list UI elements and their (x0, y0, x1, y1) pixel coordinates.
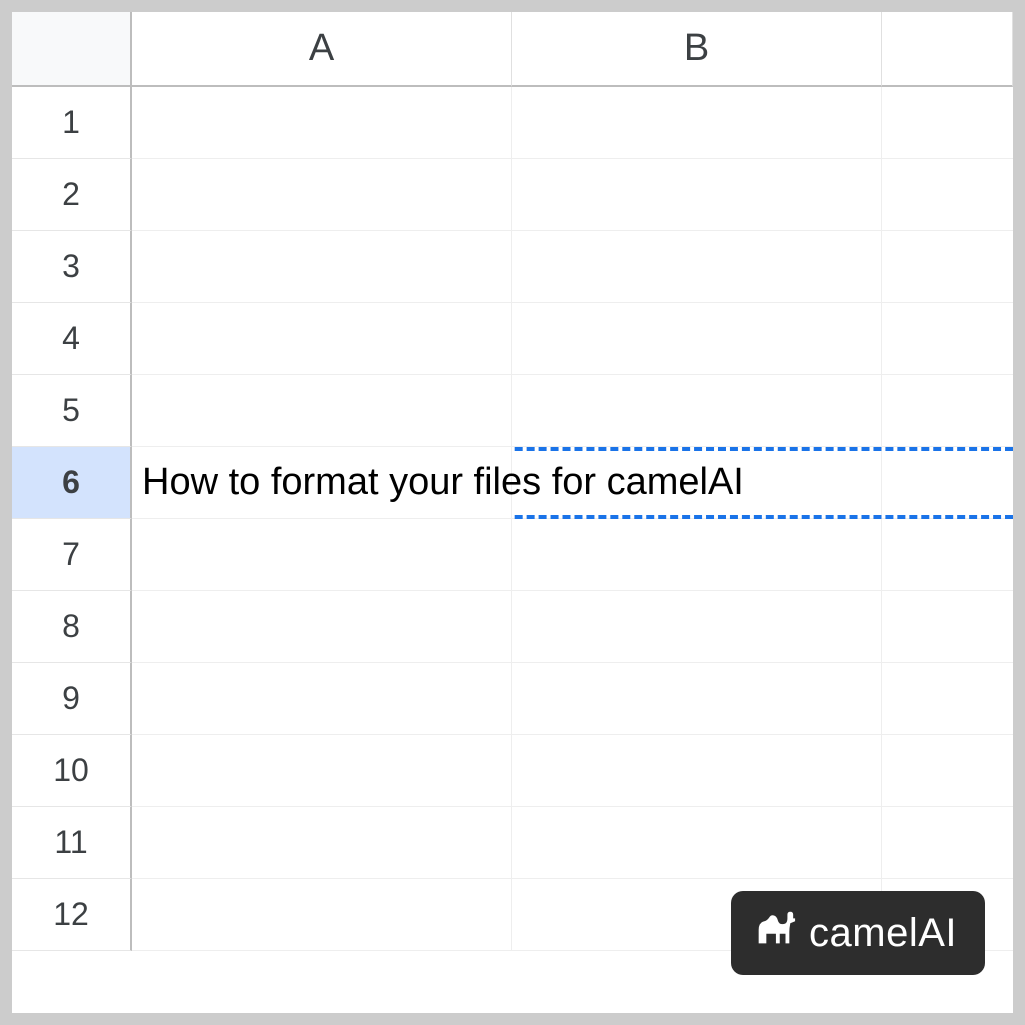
cell-B3[interactable] (512, 231, 882, 303)
row-11: 11 (12, 807, 1013, 879)
cell-C1[interactable] (882, 87, 1013, 159)
cell-A2[interactable] (132, 159, 512, 231)
cell-C7[interactable] (882, 519, 1013, 591)
row-8: 8 (12, 591, 1013, 663)
cell-A9[interactable] (132, 663, 512, 735)
spreadsheet: A B 123456How to format your files for c… (12, 12, 1013, 1013)
row-header-10[interactable]: 10 (12, 735, 132, 807)
cell-C9[interactable] (882, 663, 1013, 735)
cell-C6[interactable] (882, 447, 1013, 519)
cell-A3[interactable] (132, 231, 512, 303)
cell-A7[interactable] (132, 519, 512, 591)
cell-B1[interactable] (512, 87, 882, 159)
cell-A5[interactable] (132, 375, 512, 447)
row-1: 1 (12, 87, 1013, 159)
cell-B10[interactable] (512, 735, 882, 807)
badge-text: camelAI (809, 911, 957, 956)
row-header-8[interactable]: 8 (12, 591, 132, 663)
row-6: 6How to format your files for camelAI (12, 447, 1013, 519)
grid-body: 123456How to format your files for camel… (12, 87, 1013, 951)
row-header-5[interactable]: 5 (12, 375, 132, 447)
cell-C2[interactable] (882, 159, 1013, 231)
cell-A8[interactable] (132, 591, 512, 663)
row-3: 3 (12, 231, 1013, 303)
cell-C8[interactable] (882, 591, 1013, 663)
cell-B5[interactable] (512, 375, 882, 447)
camel-icon (751, 905, 797, 961)
row-10: 10 (12, 735, 1013, 807)
cell-A11[interactable] (132, 807, 512, 879)
cell-B2[interactable] (512, 159, 882, 231)
row-header-2[interactable]: 2 (12, 159, 132, 231)
cell-C3[interactable] (882, 231, 1013, 303)
row-header-1[interactable]: 1 (12, 87, 132, 159)
row-5: 5 (12, 375, 1013, 447)
cell-A6[interactable]: How to format your files for camelAI (132, 447, 512, 519)
row-header-9[interactable]: 9 (12, 663, 132, 735)
cell-A1[interactable] (132, 87, 512, 159)
cell-B4[interactable] (512, 303, 882, 375)
row-header-4[interactable]: 4 (12, 303, 132, 375)
row-header-11[interactable]: 11 (12, 807, 132, 879)
column-header-partial[interactable] (882, 12, 1013, 87)
column-header-row: A B (12, 12, 1013, 87)
cell-C11[interactable] (882, 807, 1013, 879)
cell-A4[interactable] (132, 303, 512, 375)
row-9: 9 (12, 663, 1013, 735)
cell-C10[interactable] (882, 735, 1013, 807)
cell-A10[interactable] (132, 735, 512, 807)
row-4: 4 (12, 303, 1013, 375)
cell-C4[interactable] (882, 303, 1013, 375)
select-all-corner[interactable] (12, 12, 132, 87)
cell-B8[interactable] (512, 591, 882, 663)
column-header-a[interactable]: A (132, 12, 512, 87)
cell-B7[interactable] (512, 519, 882, 591)
column-header-b[interactable]: B (512, 12, 882, 87)
row-header-3[interactable]: 3 (12, 231, 132, 303)
cell-C5[interactable] (882, 375, 1013, 447)
row-7: 7 (12, 519, 1013, 591)
cell-B11[interactable] (512, 807, 882, 879)
cell-B9[interactable] (512, 663, 882, 735)
row-2: 2 (12, 159, 1013, 231)
cell-A12[interactable] (132, 879, 512, 951)
camelai-badge: camelAI (731, 891, 985, 975)
row-header-12[interactable]: 12 (12, 879, 132, 951)
row-header-7[interactable]: 7 (12, 519, 132, 591)
row-header-6[interactable]: 6 (12, 447, 132, 519)
